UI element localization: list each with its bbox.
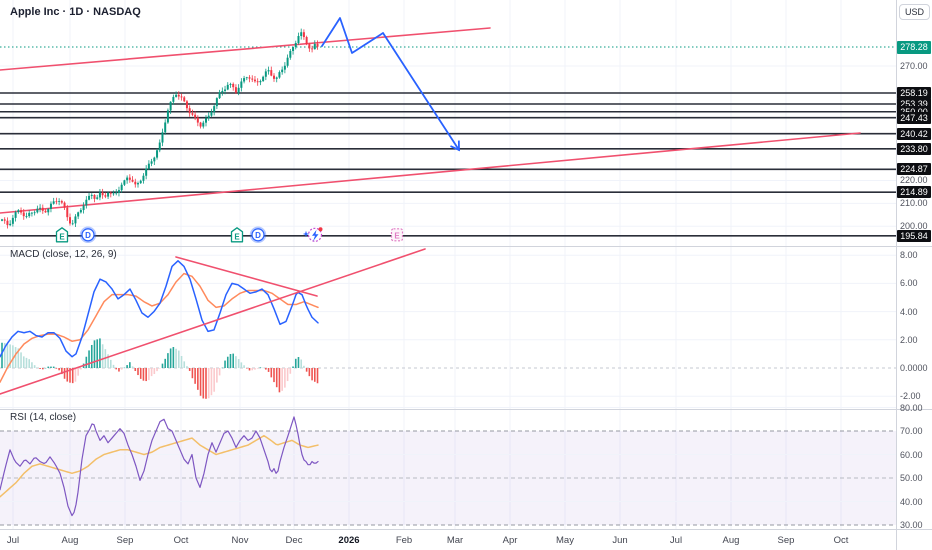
rsi-tick: 80.00 bbox=[900, 402, 923, 413]
price-tick: 210.00 bbox=[900, 198, 928, 209]
macd-tick: 4.00 bbox=[900, 306, 918, 317]
time-axis-label[interactable]: Oct bbox=[833, 535, 849, 546]
event-badge-earnings[interactable]: E bbox=[230, 227, 244, 243]
svg-text:E: E bbox=[394, 231, 400, 240]
event-badge-earnings-upcoming[interactable]: E bbox=[390, 228, 404, 242]
svg-text:D: D bbox=[255, 231, 261, 240]
event-badge-flash-icon[interactable] bbox=[302, 227, 323, 242]
macd-tick: 0.0000 bbox=[900, 363, 928, 373]
rsi-tick: 70.00 bbox=[900, 426, 923, 436]
macd-tick: 2.00 bbox=[900, 334, 918, 345]
macd-tick: -2.00 bbox=[900, 391, 921, 402]
rsi-tick: 30.00 bbox=[900, 520, 923, 530]
time-axis-label[interactable]: Feb bbox=[395, 535, 413, 546]
price-level-label[interactable]: 224.87 bbox=[897, 163, 931, 176]
time-axis-label[interactable]: Jun bbox=[612, 535, 628, 546]
price-tick: 200.00 bbox=[900, 221, 928, 232]
svg-text:D: D bbox=[85, 231, 91, 240]
time-axis-label[interactable]: Jul bbox=[669, 535, 683, 546]
price-level-label[interactable]: 240.42 bbox=[897, 127, 931, 140]
rsi-tick: 50.00 bbox=[900, 473, 923, 483]
price-level-label[interactable]: 195.84 bbox=[897, 229, 931, 242]
macd-tick: 6.00 bbox=[900, 278, 918, 289]
projection-arrow[interactable] bbox=[321, 17, 460, 152]
symbol-title[interactable]: Apple Inc · 1D · NASDAQ bbox=[10, 6, 141, 18]
time-axis-label[interactable]: Aug bbox=[722, 535, 740, 546]
macd-indicator-label[interactable]: MACD (close, 12, 26, 9) bbox=[10, 249, 117, 260]
rsi-indicator-label[interactable]: RSI (14, close) bbox=[10, 412, 77, 423]
time-axis-label[interactable]: Apr bbox=[502, 535, 518, 546]
price-level-label[interactable]: 214.89 bbox=[897, 186, 931, 199]
time-axis-label[interactable]: Oct bbox=[173, 535, 189, 546]
time-axis-label[interactable]: Dec bbox=[285, 535, 303, 546]
time-axis-label[interactable]: Aug bbox=[61, 535, 79, 546]
svg-text:E: E bbox=[59, 232, 65, 241]
macd-tick: 8.00 bbox=[900, 250, 918, 261]
svg-text:E: E bbox=[234, 232, 240, 241]
rsi-tick: 40.00 bbox=[900, 496, 923, 507]
rsi-tick: 60.00 bbox=[900, 449, 923, 460]
price-level-label[interactable]: 258.19 bbox=[897, 87, 931, 99]
price-tick: 220.00 bbox=[900, 175, 928, 186]
event-badge-dividend[interactable]: D bbox=[249, 226, 267, 244]
price-level-label[interactable]: 247.43 bbox=[897, 111, 931, 124]
current-price-label[interactable]: 278.28 bbox=[897, 40, 931, 54]
time-axis-label[interactable]: 2026 bbox=[338, 535, 360, 546]
event-badge-dividend[interactable]: D bbox=[79, 226, 97, 244]
time-axis-label[interactable]: May bbox=[556, 535, 574, 546]
price-level-label[interactable]: 233.80 bbox=[897, 142, 931, 155]
time-axis-label[interactable]: Sep bbox=[777, 535, 795, 546]
time-axis-label[interactable]: Jul bbox=[6, 535, 20, 546]
time-axis-label[interactable]: Mar bbox=[446, 535, 464, 546]
currency-button[interactable]: USD bbox=[899, 4, 930, 20]
time-axis-label[interactable]: Sep bbox=[116, 535, 134, 546]
price-tick: 270.00 bbox=[900, 60, 928, 71]
time-axis-label[interactable]: Nov bbox=[231, 535, 249, 546]
event-badge-earnings[interactable]: E bbox=[55, 227, 69, 243]
